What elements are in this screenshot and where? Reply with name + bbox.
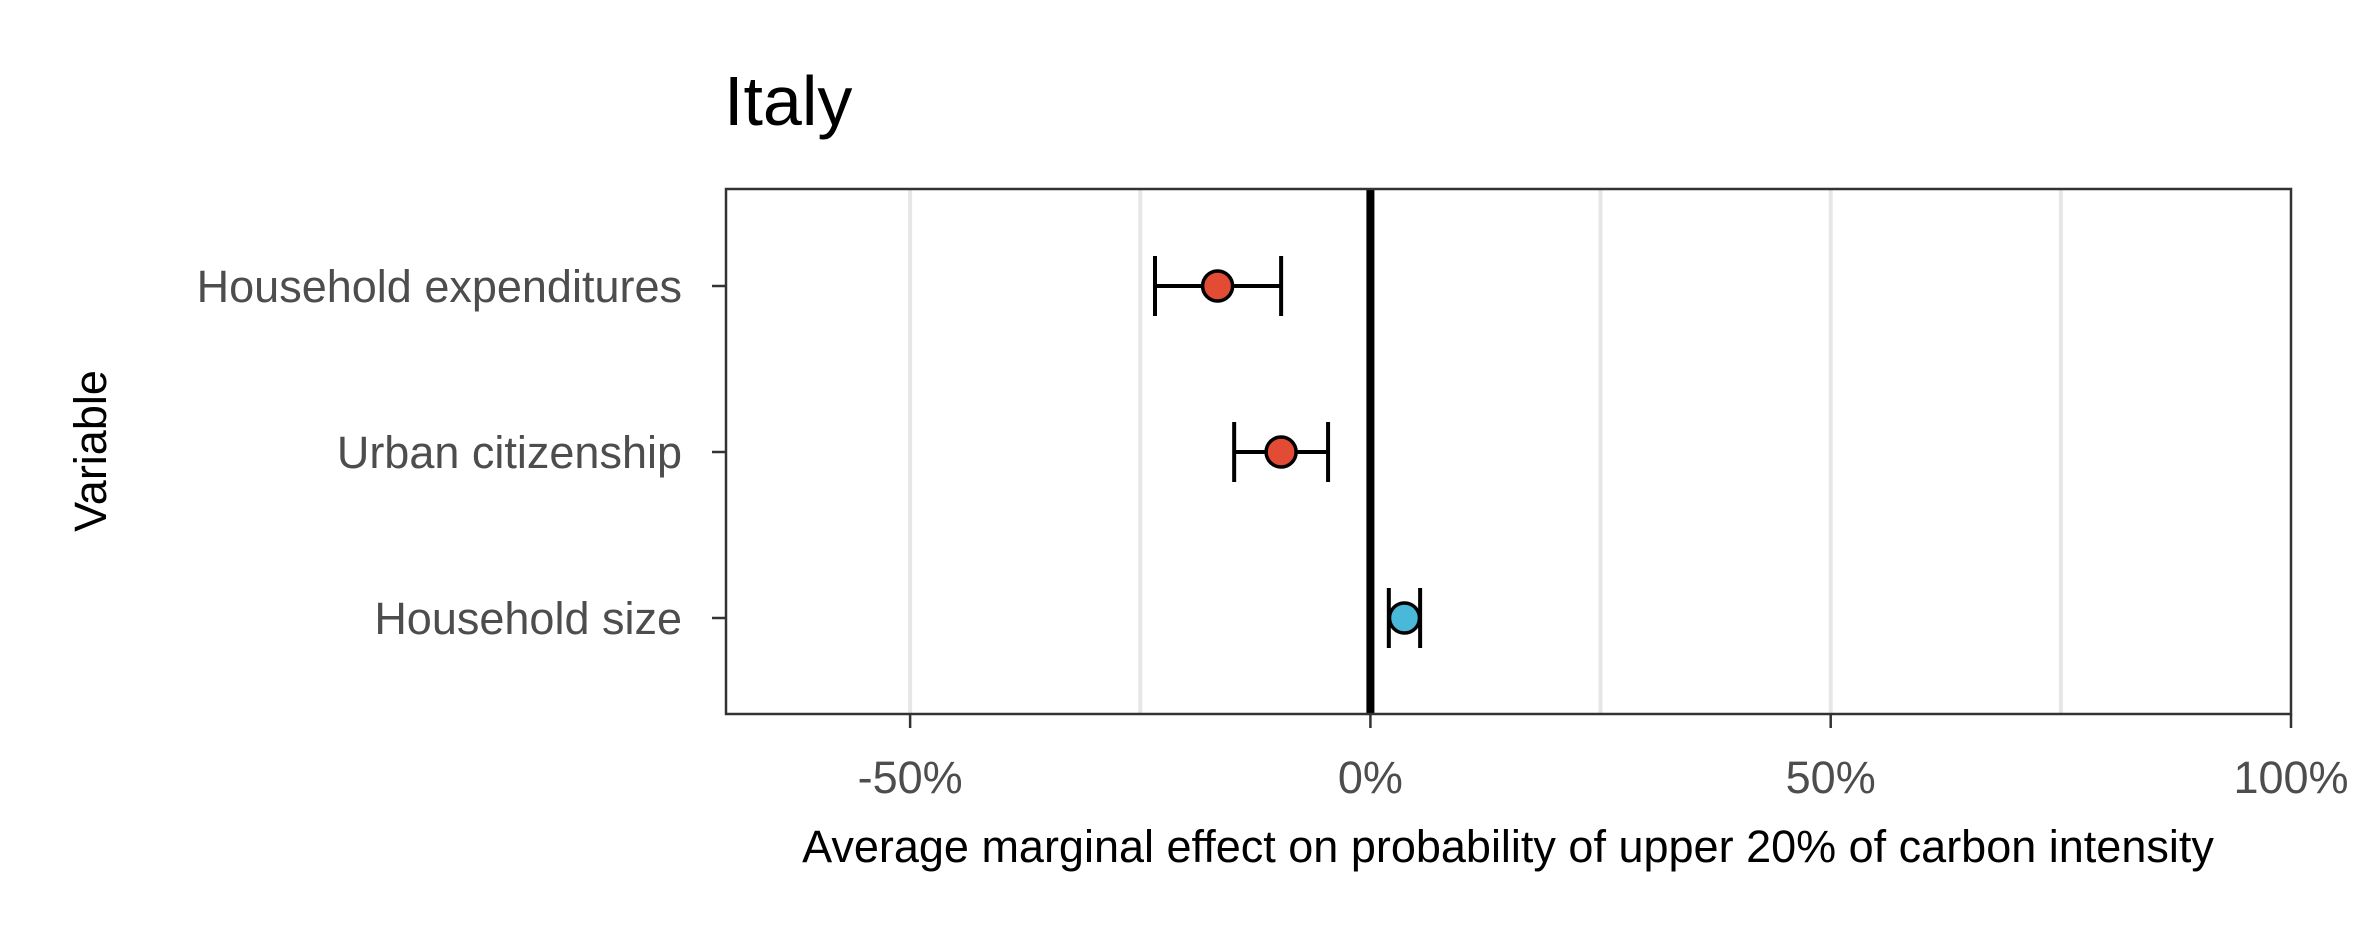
x-tick-label: 100% [2233,752,2348,803]
x-axis-ticks: -50% 0% 50% 100% [858,714,2349,803]
y-axis-ticks: Household expenditures Urban citizenship H… [197,261,726,644]
x-axis-label: Average marginal effect on probability o… [802,821,2214,872]
y-tick-label: Urban citizenship [337,427,682,478]
y-tick-label: Household expenditures [197,261,682,312]
data-point [1387,601,1422,635]
chart-title: Italy [724,62,852,140]
plot-frame [724,187,2293,716]
data-points [1200,269,1422,635]
data-point [1264,435,1298,469]
y-axis-label: Variable [65,370,116,532]
x-tick-label: 0% [1338,752,1403,803]
data-point [1200,269,1235,303]
y-tick-label: Household size [374,593,682,644]
x-tick-label: -50% [858,752,963,803]
grid-lines [908,189,2063,714]
x-tick-label: 50% [1786,752,1876,803]
